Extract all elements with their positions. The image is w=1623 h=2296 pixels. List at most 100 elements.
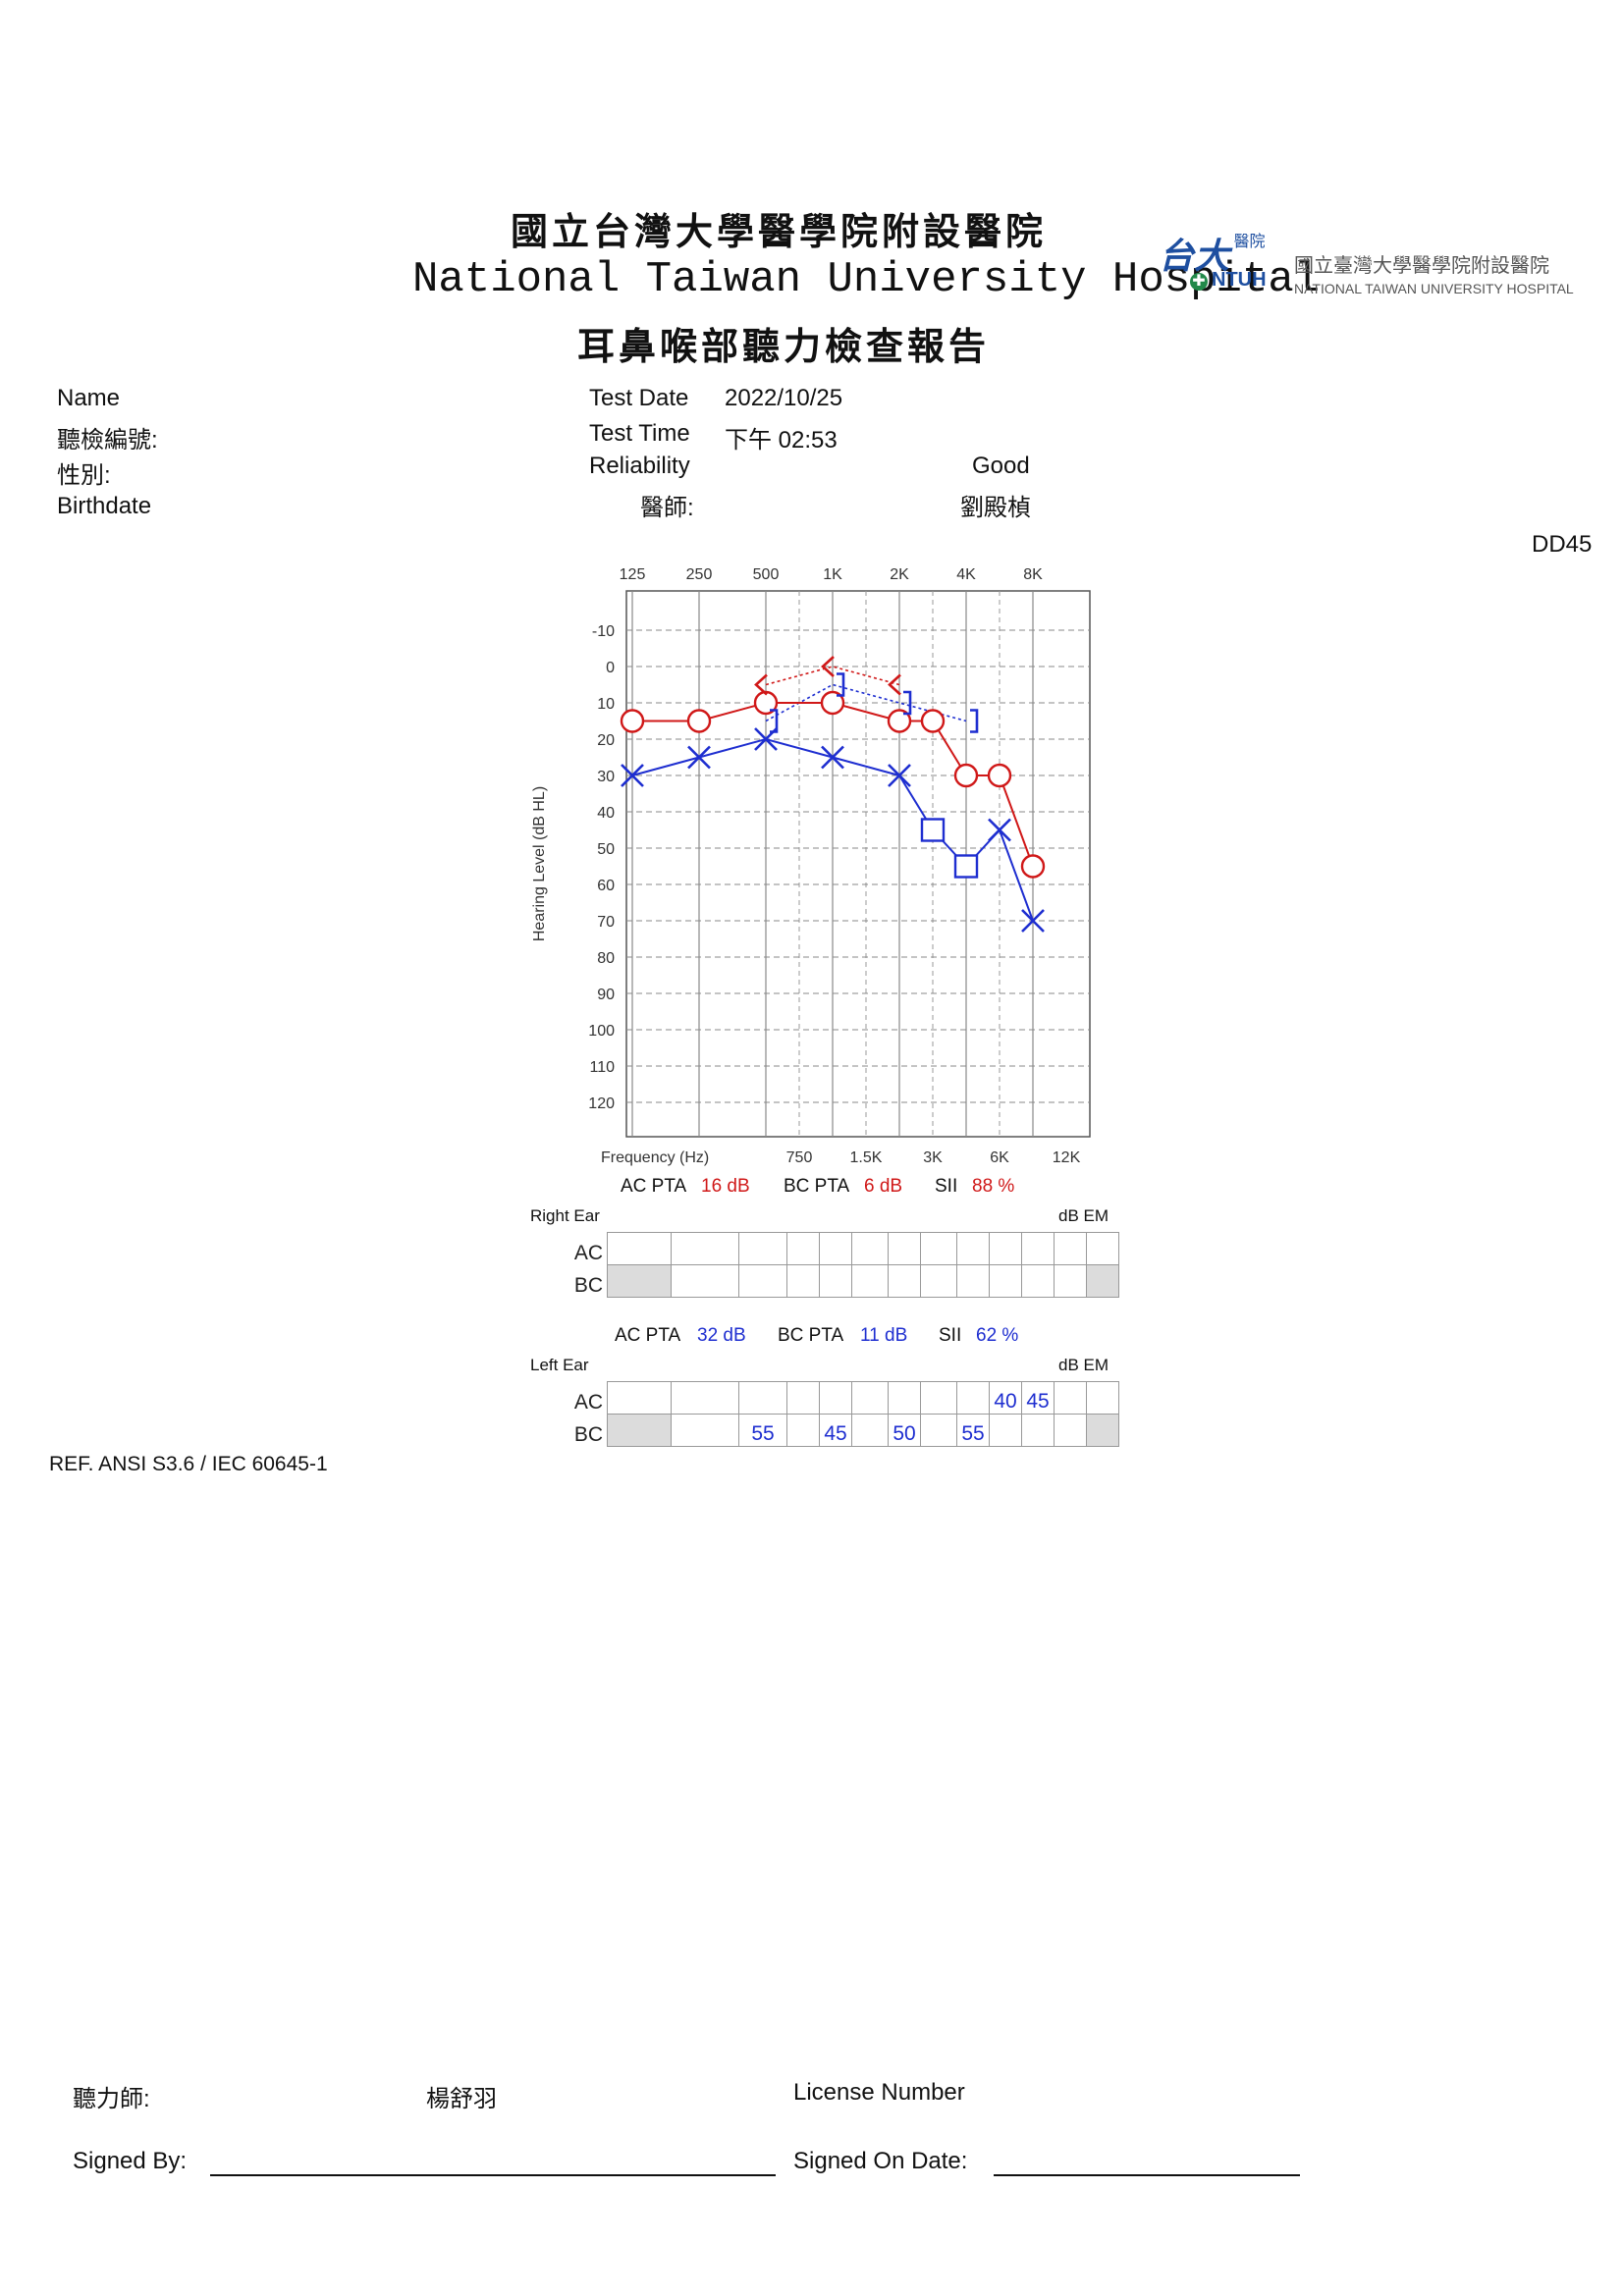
y-tick-label: 110: [589, 1059, 615, 1076]
left_ear-ac-masking-cell: 45: [1021, 1381, 1055, 1415]
right_ear-bc-masking-cell: [956, 1264, 990, 1298]
row-label-bc: BC: [573, 1273, 603, 1297]
right-ac-point: [920, 709, 946, 733]
right-bc-point: [754, 673, 768, 696]
right_ear-ac-masking-cell: [956, 1232, 990, 1265]
left-ac-point: [988, 818, 1011, 842]
left-bc-masked-point: [770, 709, 779, 733]
right_ear-bc-masking-cell: [920, 1264, 957, 1298]
right-ac-row: AC: [544, 1232, 1119, 1265]
right_ear-ac-masking-cell: [888, 1232, 921, 1265]
right_ear-ac-masking-cell: [738, 1232, 787, 1265]
right_ear-bc-masking-cell: [1086, 1264, 1119, 1298]
test-time-label: Test Time: [589, 420, 690, 447]
audiologist-value: 楊舒羽: [426, 2086, 497, 2112]
left_ear-bc-masking-cell: 55: [956, 1414, 990, 1447]
left_ear-bc-masking-cell: [1086, 1414, 1119, 1447]
top-frequency-tick: 2K: [890, 566, 909, 583]
left-bc-row: BC 55 45 50 55: [544, 1414, 1119, 1447]
license-number-label: License Number: [793, 2079, 965, 2106]
logo-mark-sub: 醫院: [1233, 232, 1266, 250]
logo-mark: 台大: [1159, 236, 1230, 277]
left-ac-point: [1021, 909, 1045, 933]
left_ear-ac-masking-cell: [1086, 1381, 1119, 1415]
logo-abbr: ✚ NTUH: [1190, 269, 1267, 292]
left_ear-bc-masking-cell: [851, 1414, 889, 1447]
left_ear-bc-masking-cell: [989, 1414, 1022, 1447]
signed-by-label: Signed By:: [73, 2148, 188, 2174]
exam-id-label: 聽檢編號:: [57, 427, 158, 454]
right_ear-ac-masking-cell: [851, 1232, 889, 1265]
left_ear-ac-masking-cell: [888, 1381, 921, 1415]
ntuh-logo: 台大 醫院: [1159, 228, 1265, 279]
left_ear-bc-masking-cell: [920, 1414, 957, 1447]
left-ac-point: [821, 745, 844, 770]
right_ear-bc-masking-cell: [671, 1264, 739, 1298]
y-tick-label: 20: [597, 732, 615, 749]
left-ac-masked-point: [953, 854, 979, 879]
signed-by-line[interactable]: [210, 2174, 776, 2176]
left-bc-masked-point: [837, 672, 845, 697]
bottom-frequency-tick: 6K: [990, 1149, 1009, 1166]
right-bc-pta-value: 6 dB: [864, 1176, 903, 1197]
right_ear-ac-masking-cell: [920, 1232, 957, 1265]
top-frequency-tick: 500: [753, 566, 780, 583]
right-ac-point: [953, 763, 979, 788]
left-bc-masked-point: [970, 709, 979, 733]
hospital-title-en: National Taiwan University Hospital: [412, 255, 1321, 304]
cross-icon: ✚: [1190, 273, 1208, 291]
reference-standard: REF. ANSI S3.6 / IEC 60645-1: [49, 1453, 328, 1475]
right-bc-point: [888, 673, 901, 696]
row-label-ac: AC: [573, 1390, 603, 1414]
birthdate-label: Birthdate: [57, 493, 152, 519]
y-tick-label: 90: [597, 987, 615, 1003]
right_ear-ac-masking-cell: [607, 1232, 672, 1265]
y-axis-label: Hearing Level (dB HL): [531, 786, 548, 941]
left-bc-pta-value: 11 dB: [860, 1325, 908, 1346]
left_ear-bc-masking-cell: [1021, 1414, 1055, 1447]
right_ear-ac-masking-cell: [1086, 1232, 1119, 1265]
signed-on-date-line[interactable]: [994, 2174, 1300, 2176]
x-axis-label: Frequency (Hz): [601, 1149, 709, 1166]
left-db-em-label: dB EM: [1058, 1356, 1109, 1374]
right-masking-table: AC BC: [544, 1232, 1119, 1298]
row-label-bc: BC: [573, 1422, 603, 1446]
right_ear-ac-masking-cell: [819, 1232, 852, 1265]
left_ear-bc-masking-cell: [671, 1414, 739, 1447]
left-bc-pta-label: BC PTA: [778, 1325, 844, 1346]
left_ear-bc-masking-cell: [1054, 1414, 1087, 1447]
right-ac-point: [820, 690, 845, 716]
left-ac-point: [687, 745, 711, 770]
top-frequency-tick: 4K: [956, 566, 976, 583]
signed-on-date-label: Signed On Date:: [793, 2148, 968, 2174]
right-bc-point: [821, 656, 835, 677]
logo-name-zh: 國立臺灣大學醫學院附設醫院: [1294, 253, 1549, 277]
left_ear-ac-masking-cell: 40: [989, 1381, 1022, 1415]
logo-abbr-text: NTUH: [1212, 269, 1267, 291]
plot-frame: [625, 590, 1091, 1138]
right_ear-ac-masking-cell: [1021, 1232, 1055, 1265]
left-ac-pta-label: AC PTA: [615, 1325, 681, 1346]
y-tick-label: -10: [592, 623, 615, 640]
hospital-title-zh: 國立台灣大學醫學院附設醫院: [511, 209, 1048, 253]
audiogram-chart: -10 0 10 20 30 40 50 60 70 80 90 100 110 120 125 250 500…: [531, 566, 1091, 1166]
right_ear-bc-masking-cell: [786, 1264, 820, 1298]
row-label-ac: AC: [573, 1241, 603, 1264]
right-ear-label: Right Ear: [530, 1206, 600, 1225]
left_ear-ac-masking-cell: [956, 1381, 990, 1415]
bottom-frequency-tick: 1.5K: [850, 1149, 883, 1166]
left_ear-ac-masking-cell: [671, 1381, 739, 1415]
y-tick-label: 30: [597, 769, 615, 785]
reliability-label: Reliability: [589, 453, 690, 479]
top-frequency-tick: 8K: [1023, 566, 1043, 583]
logo-name-en: NATIONAL TAIWAN UNIVERSITY HOSPITAL: [1294, 281, 1574, 296]
right_ear-bc-masking-cell: [1021, 1264, 1055, 1298]
left_ear-ac-masking-cell: [851, 1381, 889, 1415]
y-tick-label: 50: [597, 841, 615, 858]
left-bc-masked-point: [903, 690, 912, 716]
sex-label: 性別:: [57, 462, 111, 489]
y-tick-label: 100: [588, 1023, 615, 1040]
left_ear-bc-masking-cell: [786, 1414, 820, 1447]
left_ear-ac-masking-cell: [920, 1381, 957, 1415]
right-ac-point: [887, 709, 912, 733]
